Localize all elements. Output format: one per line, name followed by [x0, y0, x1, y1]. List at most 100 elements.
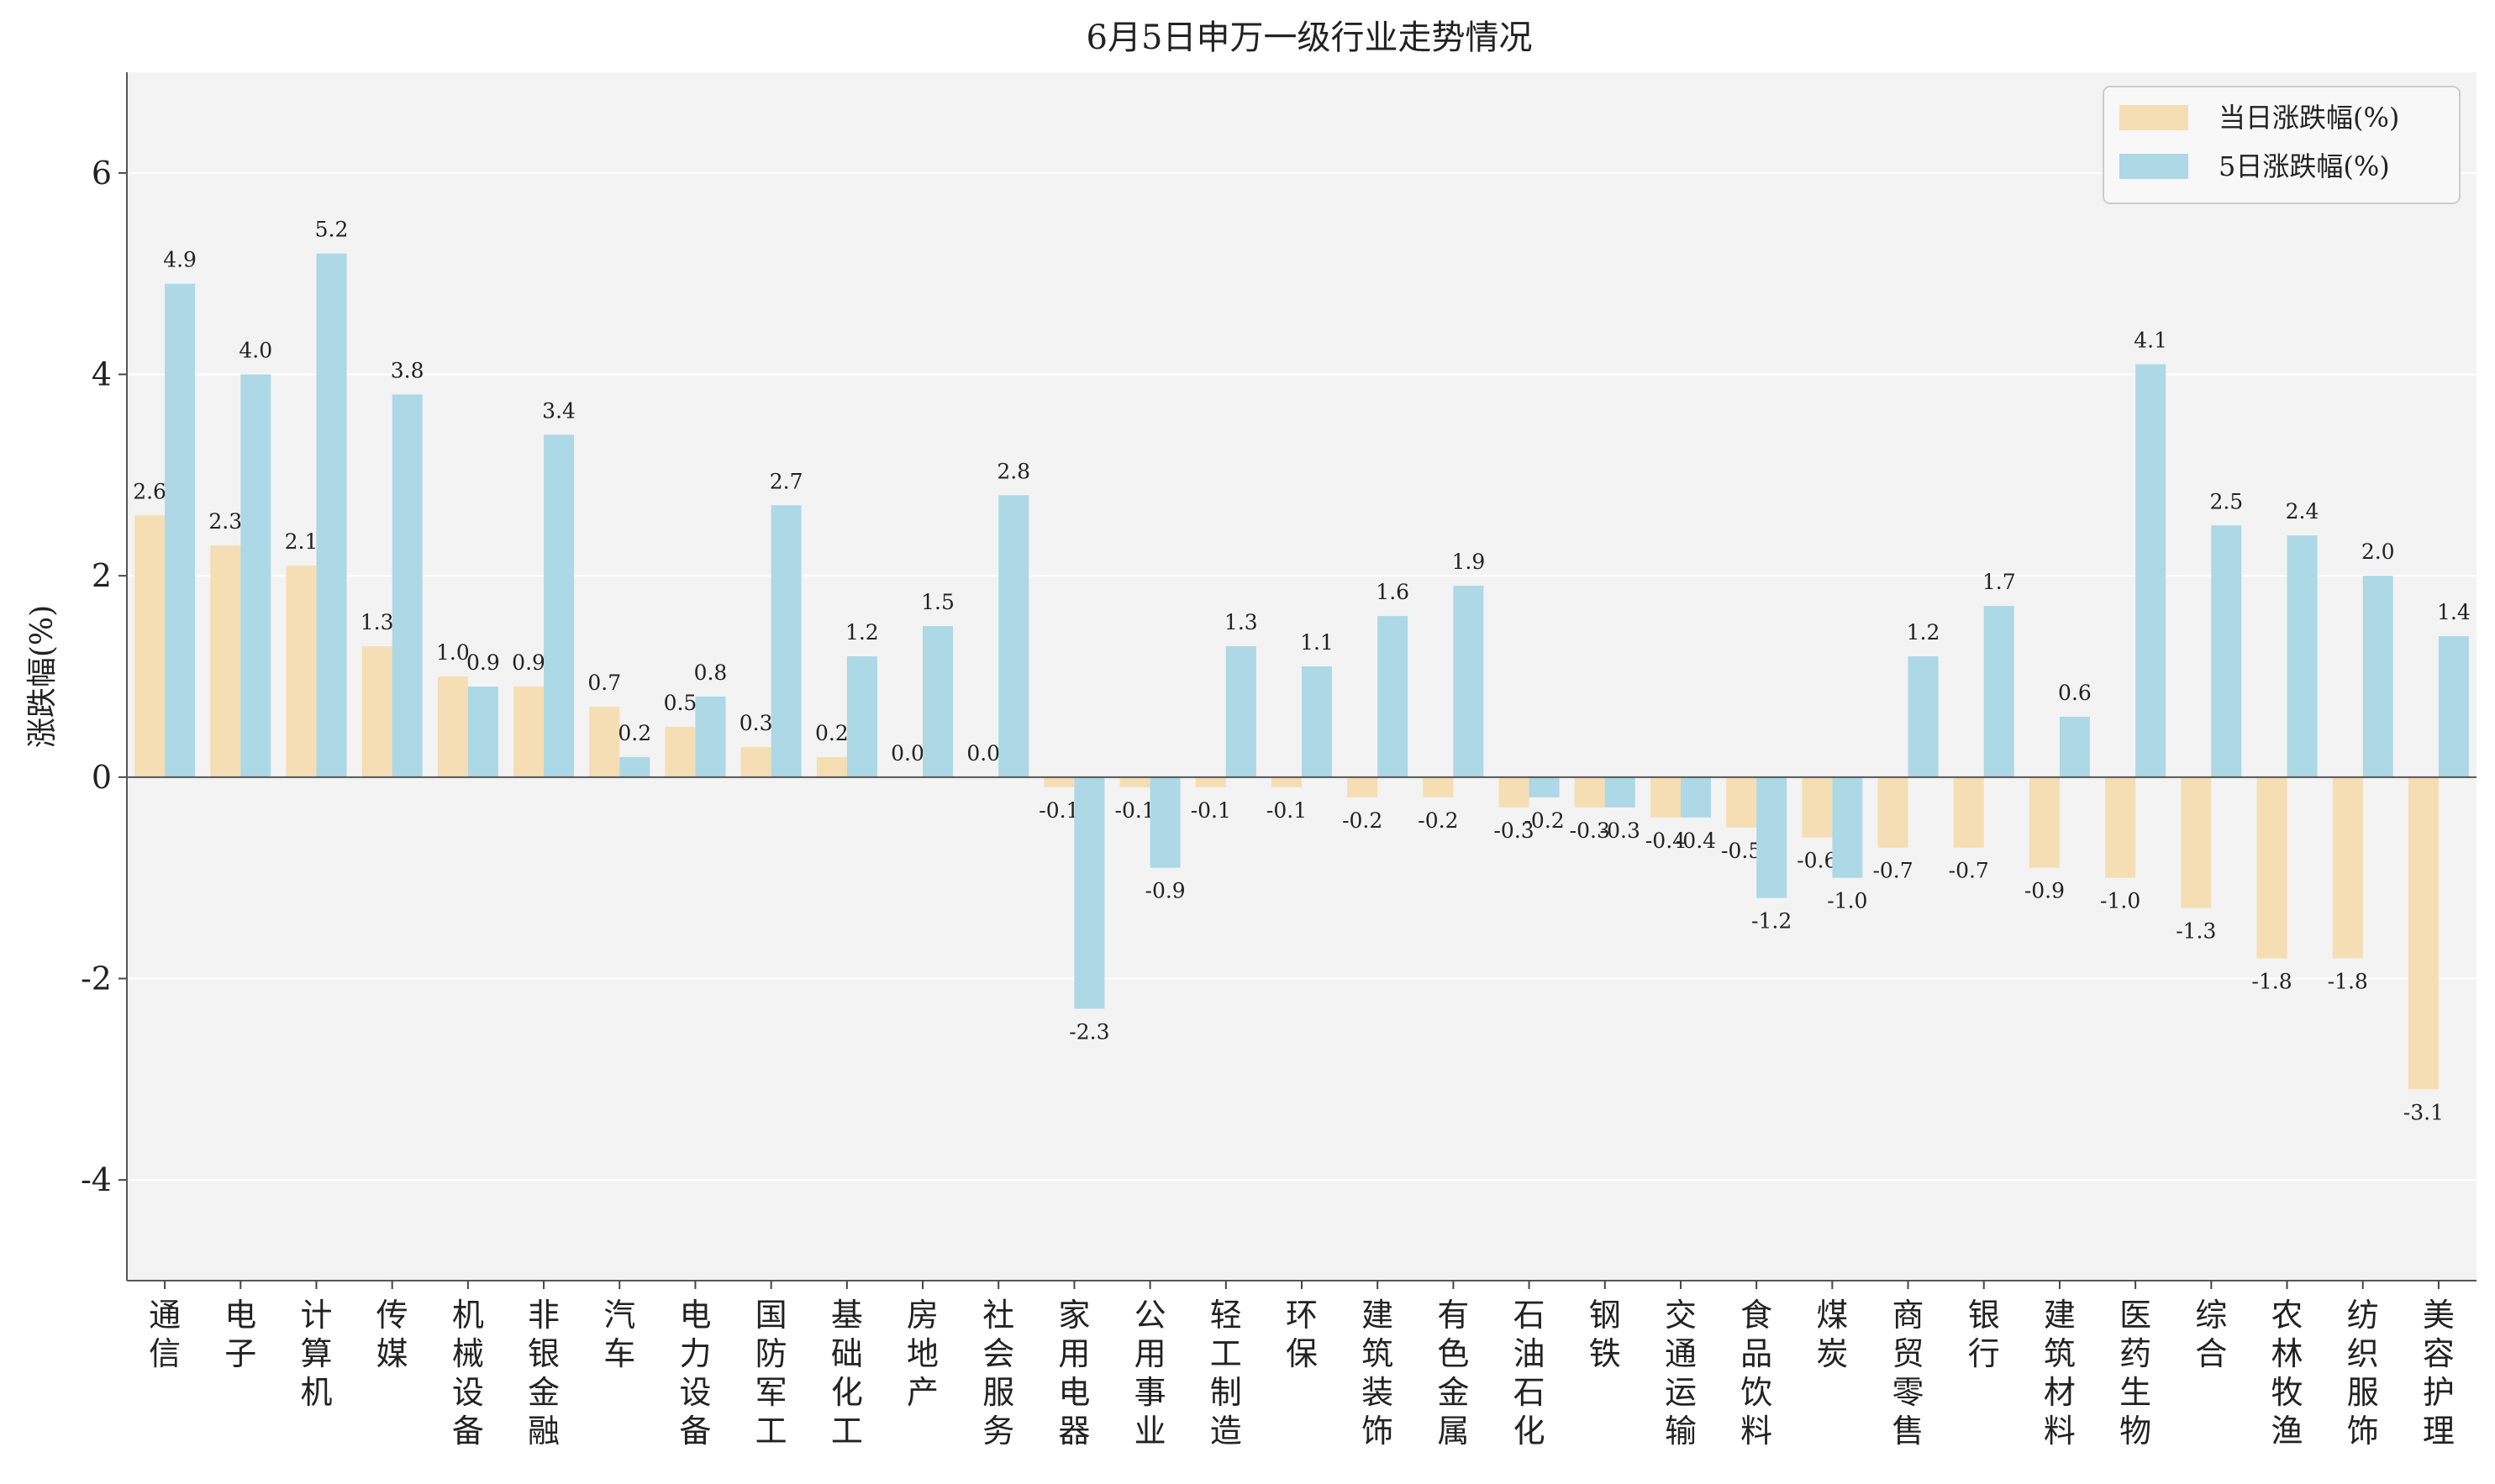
data-label: 0.0	[966, 741, 1000, 766]
bar	[392, 394, 423, 776]
data-label: 3.4	[542, 398, 576, 423]
data-label: -0.7	[1949, 859, 1989, 883]
bar	[2029, 777, 2060, 868]
data-label: 0.0	[891, 741, 924, 766]
bar	[1529, 777, 1560, 797]
bar	[2135, 365, 2166, 777]
data-label: 3.8	[391, 358, 424, 382]
x-tick-label: 有色金属	[1437, 1297, 1469, 1450]
data-label: -0.1	[1115, 798, 1155, 823]
bar	[1832, 777, 1862, 878]
legend-swatch	[2119, 154, 2188, 179]
y-tick-label: -2	[81, 960, 112, 997]
bar	[847, 656, 877, 777]
data-label: 1.0	[436, 640, 470, 665]
x-tick-label: 交通运输	[1665, 1297, 1697, 1450]
bar	[923, 626, 953, 777]
data-label: 1.7	[1982, 570, 2016, 594]
data-label: 1.5	[921, 590, 955, 614]
data-label: -1.2	[1751, 909, 1792, 934]
data-label: -0.1	[1039, 798, 1079, 823]
data-label: -1.8	[2328, 970, 2368, 994]
data-label: 0.9	[466, 650, 500, 675]
data-label: 1.2	[1907, 620, 1940, 645]
bar	[316, 254, 346, 777]
data-label: 5.2	[315, 218, 349, 242]
bar	[771, 505, 802, 777]
data-label: 2.0	[2361, 539, 2395, 564]
data-label: -0.9	[2024, 879, 2065, 903]
bar	[2105, 777, 2135, 878]
x-tick-label: 医药生物	[2119, 1297, 2151, 1450]
bar	[1302, 666, 1332, 777]
bar	[1954, 777, 1984, 848]
data-label: 1.3	[361, 610, 394, 634]
data-label: 4.1	[2134, 329, 2167, 353]
x-tick-label: 钢铁	[1589, 1297, 1621, 1372]
data-label: -0.5	[1721, 839, 1761, 863]
bar	[589, 707, 619, 777]
data-label: 2.6	[133, 479, 166, 503]
data-label: 1.6	[1376, 580, 1409, 604]
bar	[362, 646, 392, 777]
x-tick-label: 电力设备	[679, 1297, 711, 1450]
bar	[1650, 777, 1681, 818]
legend: 当日涨跌幅(%)5日涨跌幅(%)	[2103, 87, 2460, 203]
x-tick-label: 煤炭	[1816, 1297, 1848, 1372]
y-axis-label: 涨跌幅(%)	[25, 605, 60, 748]
data-label: -0.4	[1676, 829, 1716, 853]
bar	[2333, 777, 2363, 959]
data-label: -2.3	[1069, 1019, 1109, 1044]
x-tick-label: 非银金融	[528, 1297, 560, 1450]
data-label: -0.2	[1342, 808, 1382, 833]
bar	[1074, 777, 1104, 1009]
data-label: 2.3	[208, 509, 242, 534]
x-tick-label: 商贸零售	[1892, 1297, 1924, 1450]
data-label: 0.5	[664, 691, 697, 715]
x-tick-label: 石油石化	[1513, 1297, 1545, 1450]
x-tick-label: 建筑装饰	[1361, 1297, 1393, 1450]
data-label: -1.0	[2100, 889, 2140, 913]
data-label: -3.1	[2403, 1100, 2444, 1124]
x-tick-label: 国防军工	[755, 1297, 787, 1450]
data-label: -0.3	[1600, 818, 1640, 843]
bar	[1044, 777, 1074, 787]
x-tick-label: 传媒	[376, 1297, 408, 1372]
bar	[134, 515, 165, 777]
data-label: -1.0	[1827, 889, 1867, 913]
x-tick-label: 轻工制造	[1210, 1297, 1242, 1450]
bar	[468, 687, 498, 777]
bar	[2211, 525, 2241, 777]
x-tick-label: 基础化工	[831, 1297, 863, 1450]
legend-label: 5日涨跌幅(%)	[2219, 150, 2390, 182]
data-label: -0.1	[1266, 798, 1307, 823]
bar	[619, 757, 650, 777]
data-label: -0.7	[1872, 859, 1913, 883]
x-tick-label: 电子	[224, 1297, 256, 1372]
bar	[998, 495, 1029, 777]
data-label: 2.4	[2286, 499, 2319, 524]
x-tick-label: 综合	[2195, 1297, 2227, 1372]
x-tick-label: 计算机	[300, 1297, 332, 1411]
x-tick-label: 农林牧渔	[2271, 1297, 2303, 1450]
data-label: -0.2	[1524, 808, 1564, 833]
data-label: 1.3	[1224, 610, 1258, 634]
bar	[1802, 777, 1832, 838]
bar	[286, 566, 316, 777]
data-label: 0.2	[815, 721, 849, 745]
data-label: -0.6	[1797, 849, 1837, 873]
bar	[1681, 777, 1711, 818]
x-tick-label: 通信	[149, 1297, 181, 1372]
data-label: 4.9	[163, 248, 197, 272]
bar	[1878, 777, 1908, 848]
data-label: -1.8	[2251, 970, 2292, 994]
bar	[741, 747, 771, 777]
data-label: -0.9	[1145, 879, 1186, 903]
bar	[817, 757, 847, 777]
data-label: 1.1	[1300, 630, 1334, 655]
data-label: 2.7	[770, 469, 803, 493]
bar	[1196, 777, 1226, 787]
x-tick-label: 美容护理	[2423, 1297, 2455, 1450]
bar	[2257, 777, 2287, 959]
